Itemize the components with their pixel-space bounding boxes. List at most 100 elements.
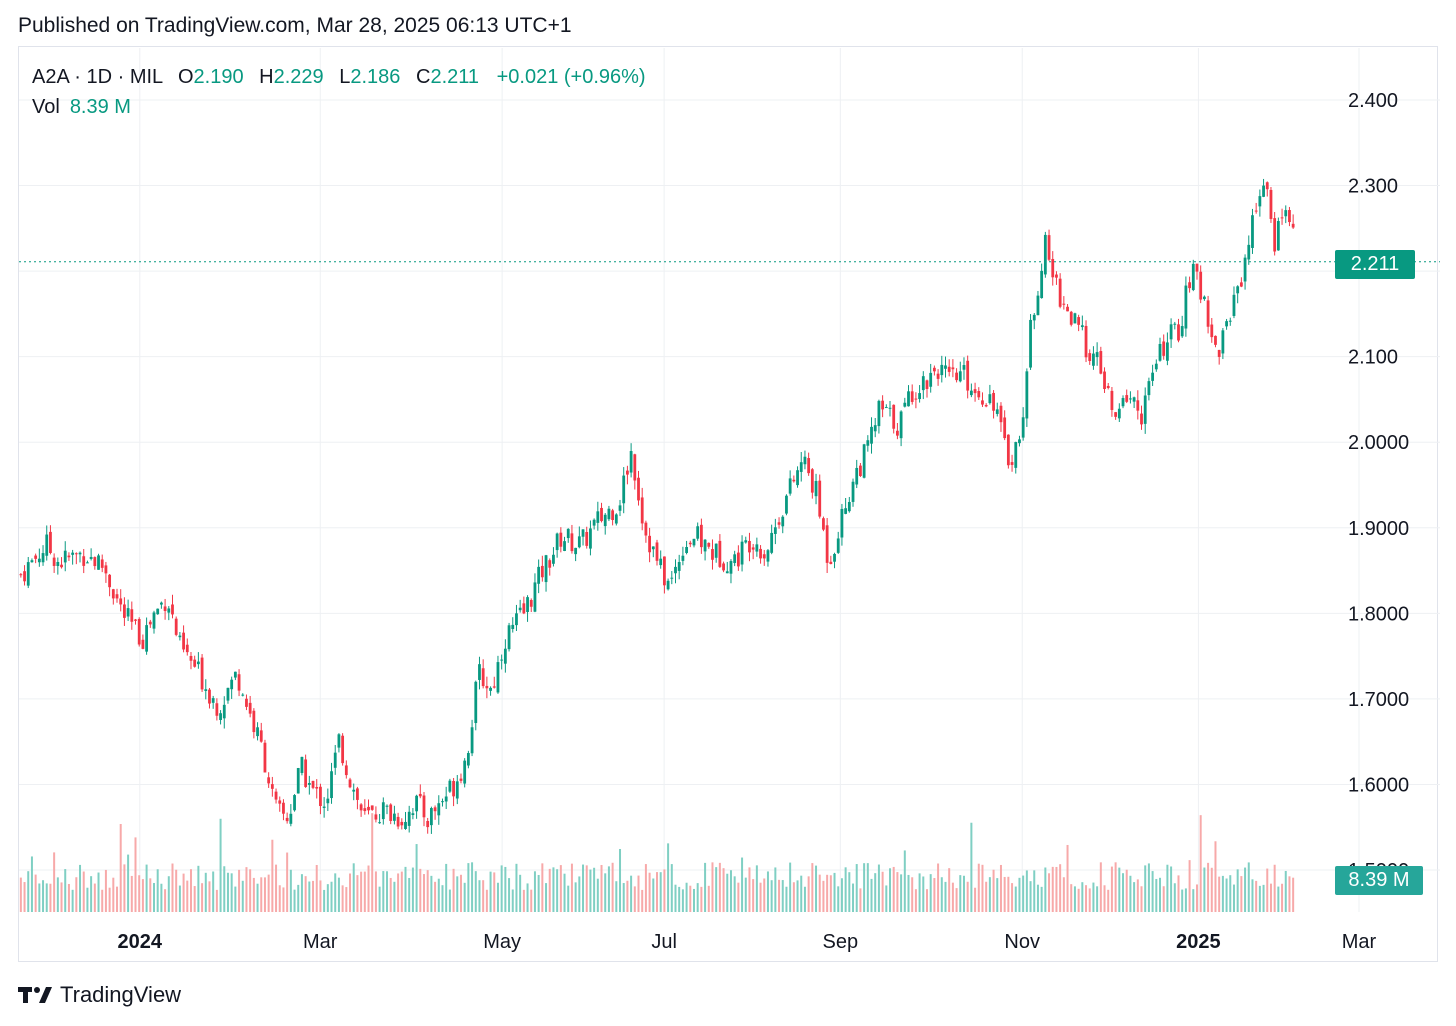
candle-body <box>470 727 474 754</box>
volume-bar <box>766 871 769 912</box>
candle-body <box>111 589 115 599</box>
change-value: +0.021 (+0.96%) <box>496 66 646 88</box>
candle-body <box>718 540 722 567</box>
candle-body <box>1125 395 1129 402</box>
candle-body <box>818 480 822 517</box>
volume-bar <box>1184 888 1187 912</box>
candle-body <box>256 727 259 737</box>
candle-body <box>100 559 104 568</box>
candle-body <box>426 820 430 828</box>
candle-body <box>89 556 93 559</box>
candle-body <box>1162 341 1166 356</box>
candle-body <box>1018 439 1021 444</box>
candle-body <box>969 390 973 396</box>
volume-bar <box>1122 873 1125 912</box>
candle-body <box>296 768 300 794</box>
volume-bar <box>803 886 806 912</box>
open-value: 2.190 <box>193 66 244 88</box>
volume-bar <box>230 873 233 912</box>
volume-bar <box>1007 876 1010 912</box>
volume-bar <box>1110 866 1113 912</box>
volume-bar <box>999 864 1002 912</box>
candle-body <box>1154 363 1158 370</box>
volume-bar <box>430 875 433 912</box>
volume-bar <box>56 877 59 912</box>
candle-body <box>526 597 529 612</box>
volume-bar <box>90 876 93 912</box>
volume-bar <box>611 862 614 912</box>
candle-body <box>1254 210 1258 212</box>
candle-body <box>429 808 433 826</box>
volume-bar <box>726 873 729 912</box>
volume-bar <box>859 888 862 912</box>
candle-body <box>145 625 148 652</box>
candle-body <box>1236 286 1240 294</box>
volume-bar <box>382 871 385 912</box>
candle-body <box>748 540 751 553</box>
volume-bar <box>1199 815 1202 912</box>
candle-body <box>204 689 208 691</box>
candle-body <box>1014 442 1018 468</box>
candle-body <box>396 816 400 827</box>
candle-body <box>60 564 63 568</box>
candle-body <box>167 608 171 613</box>
candle-body <box>633 454 637 481</box>
candle-body <box>381 802 385 820</box>
candle-body <box>1206 300 1210 327</box>
candle-body <box>881 400 885 410</box>
volume-bar <box>574 882 577 912</box>
candle-body <box>448 780 452 792</box>
volume-bar <box>1051 866 1054 912</box>
volume-bar <box>1244 867 1247 912</box>
candle-body <box>474 681 478 724</box>
volume-bar <box>374 871 377 912</box>
footer-brand[interactable]: TradingView <box>18 982 181 1008</box>
candle-body <box>293 795 296 811</box>
volume-bar <box>1155 878 1158 912</box>
candle-body <box>193 659 197 667</box>
volume-bar <box>659 872 662 912</box>
volume-bar <box>208 881 211 912</box>
candle-body <box>618 505 622 511</box>
candle-body <box>370 805 374 810</box>
volume-bar <box>1066 844 1069 912</box>
volume-bar <box>619 848 622 912</box>
candle-body <box>840 508 844 538</box>
volume-bar <box>156 869 159 912</box>
volume-bar <box>630 875 633 912</box>
volume-bar <box>286 852 289 912</box>
volume-bar <box>482 880 485 912</box>
candle-body <box>363 808 367 812</box>
candle-body <box>958 371 962 382</box>
volume-bar <box>241 880 244 912</box>
candle-body <box>1262 185 1265 197</box>
candle-body <box>803 456 807 465</box>
volume-bar <box>378 886 381 912</box>
volume-bar <box>589 869 592 912</box>
volume-bar <box>422 874 425 912</box>
volume-bar <box>86 887 89 912</box>
last-volume-badge: 8.39 M <box>1335 866 1423 895</box>
volume-bar <box>796 880 799 912</box>
candle-body <box>1188 282 1191 289</box>
candle-body <box>577 536 581 548</box>
volume-bar <box>1151 871 1154 912</box>
volume-bar <box>715 867 718 912</box>
candle-body <box>200 657 204 690</box>
volume-bar <box>319 880 322 912</box>
candle-body <box>781 516 785 527</box>
volume-bar <box>922 876 925 912</box>
candle-body <box>422 795 426 818</box>
candle-body <box>1077 317 1081 325</box>
candle-body <box>185 644 189 653</box>
candle-body <box>304 759 308 787</box>
chart-frame[interactable] <box>18 46 1438 962</box>
volume-bar <box>249 869 252 912</box>
volume-bar <box>1011 883 1014 912</box>
volume-bar <box>496 882 499 912</box>
candle-body <box>951 367 955 370</box>
volume-bar <box>848 872 851 912</box>
volume-bar <box>53 852 56 912</box>
last-price-badge: 2.211 <box>1335 250 1415 279</box>
